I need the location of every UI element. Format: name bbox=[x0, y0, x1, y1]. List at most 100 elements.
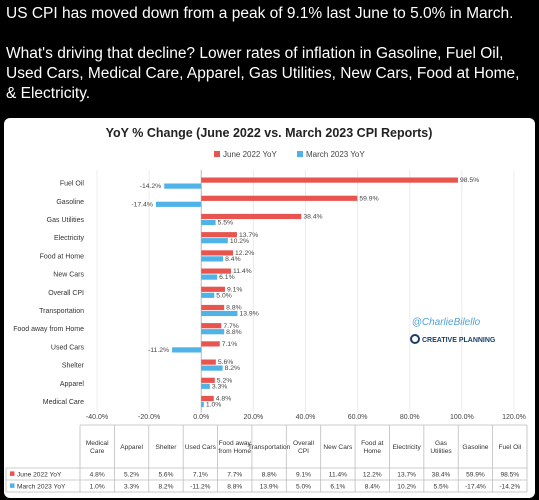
category-label: Fuel Oil bbox=[60, 181, 85, 188]
category-label: Food away from Home bbox=[13, 326, 84, 333]
chart-gridlines bbox=[96, 170, 515, 413]
category-label: Shelter bbox=[62, 363, 85, 370]
table-column-header: Gasoline bbox=[462, 444, 488, 451]
bar-march bbox=[201, 274, 218, 280]
x-tick-label: 100.0% bbox=[450, 414, 474, 421]
bar-june bbox=[201, 341, 220, 347]
table-column-header: Shelter bbox=[156, 444, 178, 451]
table-cell: -11.2% bbox=[190, 483, 211, 490]
chart-legend: June 2022 YoY March 2023 YoY bbox=[214, 150, 365, 159]
table-cell: -17.4% bbox=[465, 483, 486, 490]
creative-planning-logo-icon bbox=[410, 334, 420, 344]
chart-image[interactable]: YoY % Change (June 2022 vs. March 2023 C… bbox=[4, 118, 535, 498]
x-tick-label: 80.0% bbox=[400, 414, 420, 421]
data-label: 5.6% bbox=[218, 359, 234, 366]
data-label: -11.2% bbox=[148, 347, 169, 354]
table-cell: 8.8% bbox=[262, 471, 277, 478]
watermark-brand: CREATIVE PLANNING bbox=[422, 337, 496, 344]
x-tick-label: 120.0% bbox=[502, 414, 526, 421]
bar-march bbox=[201, 256, 224, 262]
data-label: 3.3% bbox=[212, 383, 228, 390]
category-label: Overall CPI bbox=[48, 290, 84, 297]
table-column-header: Gas Utilities bbox=[430, 440, 452, 455]
table-cell: 11.4% bbox=[329, 471, 347, 478]
table-column-header: Apparel bbox=[120, 444, 143, 451]
legend-swatch-1 bbox=[297, 151, 303, 157]
bar-march bbox=[172, 347, 202, 353]
table-row-swatch bbox=[10, 471, 15, 476]
table-row-label: March 2023 YoY bbox=[17, 483, 66, 490]
data-label: 8.8% bbox=[226, 329, 242, 336]
category-label: Transportation bbox=[39, 308, 84, 315]
bar-march bbox=[201, 365, 223, 371]
data-label: 98.5% bbox=[460, 177, 479, 184]
data-label: 7.1% bbox=[222, 341, 238, 348]
legend-swatch-0 bbox=[214, 151, 220, 157]
table-cell: 59.9% bbox=[466, 471, 485, 478]
x-tick-label: 20.0% bbox=[243, 414, 263, 421]
data-label: 11.4% bbox=[233, 268, 252, 275]
bar-march bbox=[201, 292, 215, 298]
table-cell: 3.3% bbox=[124, 483, 139, 490]
tweet-line-1: US CPI has moved down from a peak of 9.1… bbox=[6, 5, 514, 22]
bar-march bbox=[201, 219, 216, 226]
table-column-header: Food away from Home bbox=[218, 440, 251, 455]
bar-june bbox=[201, 213, 302, 220]
bar-march bbox=[201, 383, 210, 389]
category-label: Apparel bbox=[60, 381, 85, 388]
table-cell: 6.1% bbox=[330, 483, 345, 490]
bar-june bbox=[201, 195, 358, 201]
table-cell: 38.4% bbox=[432, 471, 451, 478]
data-label: 1.0% bbox=[206, 402, 222, 409]
category-label: Electricity bbox=[54, 235, 84, 242]
data-label: 8.8% bbox=[226, 305, 242, 312]
table-row-swatch bbox=[10, 483, 15, 488]
x-tick-label: -20.0% bbox=[138, 414, 160, 421]
data-label: 5.0% bbox=[216, 292, 232, 299]
table-cell: 8.4% bbox=[365, 483, 380, 490]
bar-june bbox=[201, 268, 231, 274]
data-label: 59.9% bbox=[359, 195, 378, 202]
category-label: New Cars bbox=[53, 272, 84, 279]
x-tick-label: 40.0% bbox=[296, 414, 316, 421]
data-label: 9.1% bbox=[227, 286, 243, 293]
table-cell: 5.2% bbox=[124, 471, 139, 478]
bar-june bbox=[201, 232, 237, 238]
chart-bars: 98.5% -14.2% 59.9% -17.4% 38.4% 5.5% 13.7%10.2… bbox=[131, 177, 479, 408]
table-cell: 5.6% bbox=[158, 471, 173, 478]
table-cell: 98.5% bbox=[500, 471, 519, 478]
x-axis: -40.0% -20.0% 0.0% 20.0% 40.0% 60.0% 80.0% 100.… bbox=[86, 414, 526, 421]
table-cell: 13.7% bbox=[397, 471, 416, 478]
x-tick-label: -40.0% bbox=[86, 414, 108, 421]
category-label: Medical Care bbox=[43, 399, 84, 406]
bar-june bbox=[201, 304, 225, 311]
bar-march bbox=[201, 329, 225, 335]
category-label: Used Cars bbox=[51, 344, 85, 351]
data-label: 13.7% bbox=[239, 232, 258, 239]
table-cell: 7.1% bbox=[193, 471, 208, 478]
bar-june bbox=[201, 377, 215, 383]
tweet-line-2: What's driving that decline? Lower rates… bbox=[6, 45, 520, 102]
data-label: 10.2% bbox=[230, 238, 249, 245]
table-cell: 4.8% bbox=[90, 471, 105, 478]
table-column-header: Medical Care bbox=[86, 440, 109, 455]
tweet-text: US CPI has moved down from a peak of 9.1… bbox=[6, 4, 534, 124]
table-cell: 8.2% bbox=[158, 483, 173, 490]
data-label: 13.9% bbox=[239, 311, 258, 318]
table-cell: 1.0% bbox=[90, 483, 105, 490]
data-label: 5.5% bbox=[218, 220, 234, 227]
table-cell: 5.5% bbox=[434, 483, 449, 490]
bar-june bbox=[201, 323, 222, 329]
category-label: Gasoline bbox=[56, 199, 84, 206]
data-label: 5.2% bbox=[217, 377, 233, 384]
bar-march bbox=[155, 201, 202, 207]
category-label: Food at Home bbox=[40, 253, 84, 260]
table-row-label: June 2022 YoY bbox=[17, 471, 62, 478]
legend-label-1: March 2023 YoY bbox=[306, 150, 365, 159]
table-cell: 7.7% bbox=[227, 471, 242, 478]
bar-june bbox=[201, 359, 216, 365]
bar-june bbox=[201, 286, 225, 292]
legend-label-0: June 2022 YoY bbox=[223, 150, 277, 159]
table-column-header: Electricity bbox=[393, 444, 422, 451]
